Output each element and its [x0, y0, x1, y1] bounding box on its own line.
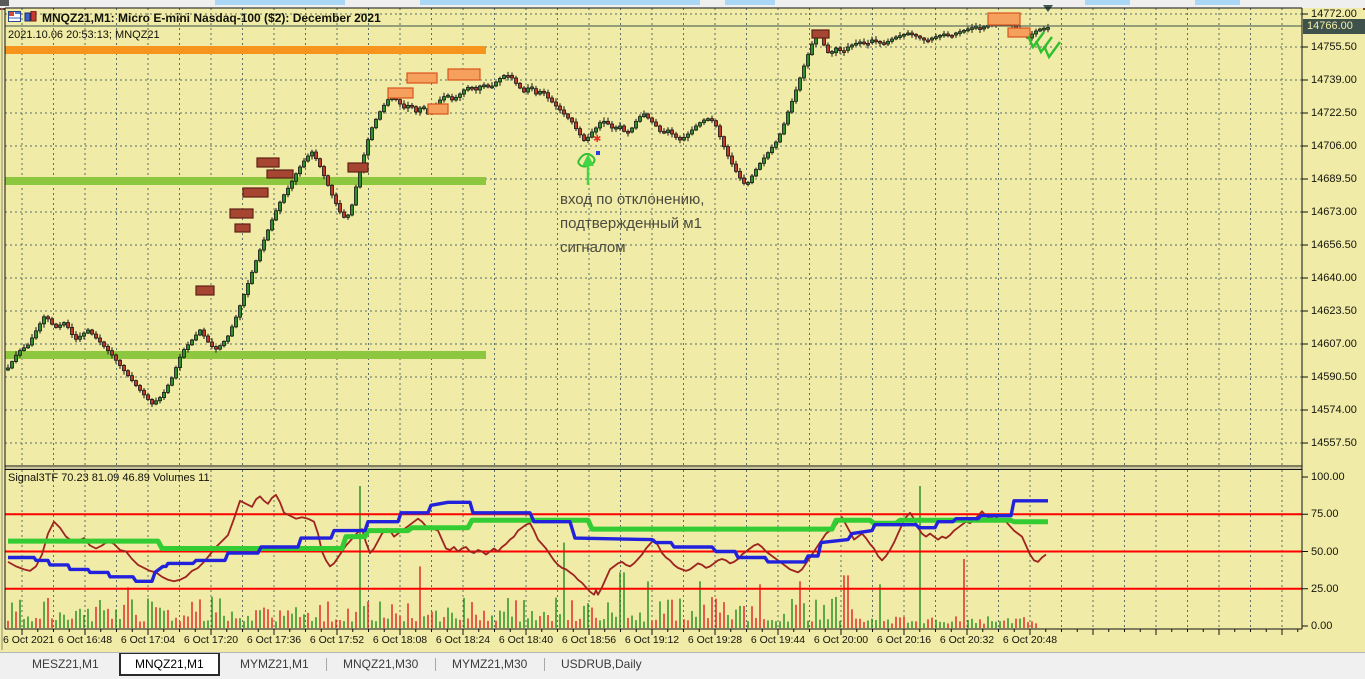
time-tick-label: 6 Oct 19:12 [624, 634, 680, 646]
chart-tab-bar: MESZ21,M1 MNQZ21,M1 MYMZ21,M1 MNQZ21,M30 MYM… [0, 652, 1365, 679]
price-tick-label: 14755.50 [1311, 41, 1357, 53]
time-tick-label: 6 Oct 18:40 [498, 634, 554, 646]
supply-zone-box [234, 223, 251, 233]
price-tick-label: 14706.00 [1311, 140, 1357, 152]
chart-tab-mymz21-m30[interactable]: MYMZ21,M30 [452, 657, 528, 671]
chart-tab-mnqz21-m1[interactable]: MNQZ21,M1 [119, 653, 220, 676]
indicator-values-label: Signal3TF 70.23 81.09 46.89 Volumes 11 [8, 472, 210, 484]
orange-zone-box [406, 72, 438, 84]
toolbar-strip-segment [1195, 0, 1240, 5]
time-tick-label: 6 Oct 20:16 [876, 634, 932, 646]
supply-zone-box [347, 162, 369, 173]
chart-tab-mesz21-m1[interactable]: MESZ21,M1 [32, 657, 99, 671]
supply-zone-box [195, 285, 215, 296]
indicator-tick-label: 100.00 [1311, 471, 1345, 483]
chart-properties-icon[interactable] [8, 11, 21, 22]
oscillator-red-line [7, 494, 1047, 596]
time-tick-label: 6 Oct 18:24 [435, 634, 491, 646]
orange-zone-box [1007, 27, 1031, 38]
toolbar-strip-segment [725, 0, 775, 5]
time-tick-label: 6 Oct 19:28 [687, 634, 743, 646]
price-tick-label: 14640.00 [1311, 272, 1357, 284]
tab-separator [544, 658, 545, 671]
price-tick-label: 14607.00 [1311, 338, 1357, 350]
trade-annotation: вход по отклонению, подтвержденный м1 си… [560, 188, 704, 260]
chart-window-title: MNQZ21,M1: Micro E-mini Nasdaq-100 ($2):… [42, 11, 381, 25]
buy-arrow-icon [582, 154, 594, 166]
resistance-band [5, 46, 486, 54]
orange-zone-box [987, 12, 1021, 26]
annotation-line-2: подтвержденный м1 [560, 215, 702, 232]
price-tick-label: 14574.00 [1311, 404, 1357, 416]
oscillator-green-line [8, 517, 1048, 551]
price-tick-label: 14557.50 [1311, 437, 1357, 449]
last-quote-info: 2021.10.06 20:53:13; MNQZ21 [8, 29, 160, 41]
time-tick-label: 6 Oct 2021 [3, 634, 55, 646]
red-star-icon: ✱ [593, 134, 601, 145]
time-tick-label: 6 Oct 18:08 [372, 634, 428, 646]
support-band-2 [5, 351, 486, 359]
chart-tab-mnqz21-m30[interactable]: MNQZ21,M30 [343, 657, 419, 671]
supply-zone-box [256, 157, 280, 168]
annotation-line-3: сигналом [560, 239, 626, 256]
buy-signal-marker: ✱ [577, 134, 601, 185]
time-tick-label: 6 Oct 19:44 [750, 634, 806, 646]
price-tick-label: 14739.00 [1311, 74, 1357, 86]
chart-tab-usdrub-daily[interactable]: USDRUB,Daily [561, 657, 642, 671]
time-tick-label: 6 Oct 20:00 [813, 634, 869, 646]
chart-tab-mymz21-m1[interactable]: MYMZ21,M1 [240, 657, 309, 671]
support-band-1 [5, 177, 486, 185]
indicator-list-icon[interactable] [24, 11, 37, 22]
supply-zone-box [242, 187, 269, 198]
indicator-tick-label: 75.00 [1311, 508, 1339, 521]
main-chart-layer: ✱ [5, 12, 1302, 408]
supply-zone-box [229, 208, 254, 219]
blue-dot-icon [596, 151, 600, 155]
price-tick-label: 14673.00 [1311, 206, 1357, 218]
supply-zone-box [811, 29, 830, 39]
price-tick-label: 14590.50 [1311, 371, 1357, 383]
price-tick-label: 14772.00 [1311, 8, 1357, 20]
indicator-tick-label: 25.00 [1311, 582, 1339, 595]
orange-zone-box [387, 87, 414, 99]
green-hooks-marker [1026, 31, 1061, 60]
time-tick-label: 6 Oct 17:52 [309, 634, 365, 646]
orange-zone-box [447, 68, 481, 81]
indicator-layer [5, 485, 1302, 628]
oscillator-blue-line [8, 499, 1048, 583]
price-tick-label: 14722.50 [1311, 107, 1357, 119]
tab-separator [435, 658, 436, 671]
current-price-badge: 14766.00 [1303, 19, 1365, 34]
indicator-tick-label: 0.00 [1311, 620, 1333, 632]
time-tick-label: 6 Oct 20:32 [939, 634, 995, 646]
supply-zone-box [266, 169, 294, 179]
price-tick-label: 14689.50 [1311, 173, 1357, 185]
annotation-line-1: вход по отклонению, [560, 191, 705, 208]
time-tick-label: 6 Oct 20:48 [1002, 634, 1058, 646]
time-tick-label: 6 Oct 17:20 [183, 634, 239, 646]
tab-separator [326, 658, 327, 671]
time-tick-label: 6 Oct 17:04 [120, 634, 176, 646]
orange-zone-box [427, 103, 449, 115]
toolbar-nub [0, 0, 9, 6]
price-tick-label: 14623.50 [1311, 305, 1357, 317]
toolbar-strip-segment [215, 0, 345, 5]
time-tick-label: 6 Oct 18:56 [561, 634, 617, 646]
toolbar-strip-segment [420, 0, 700, 5]
time-tick-label: 6 Oct 17:36 [246, 634, 302, 646]
indicator-tick-label: 50.00 [1311, 545, 1339, 558]
time-tick-label: 6 Oct 16:48 [57, 634, 113, 646]
price-tick-label: 14656.50 [1311, 239, 1357, 251]
toolbar-strip-segment [1085, 0, 1130, 5]
